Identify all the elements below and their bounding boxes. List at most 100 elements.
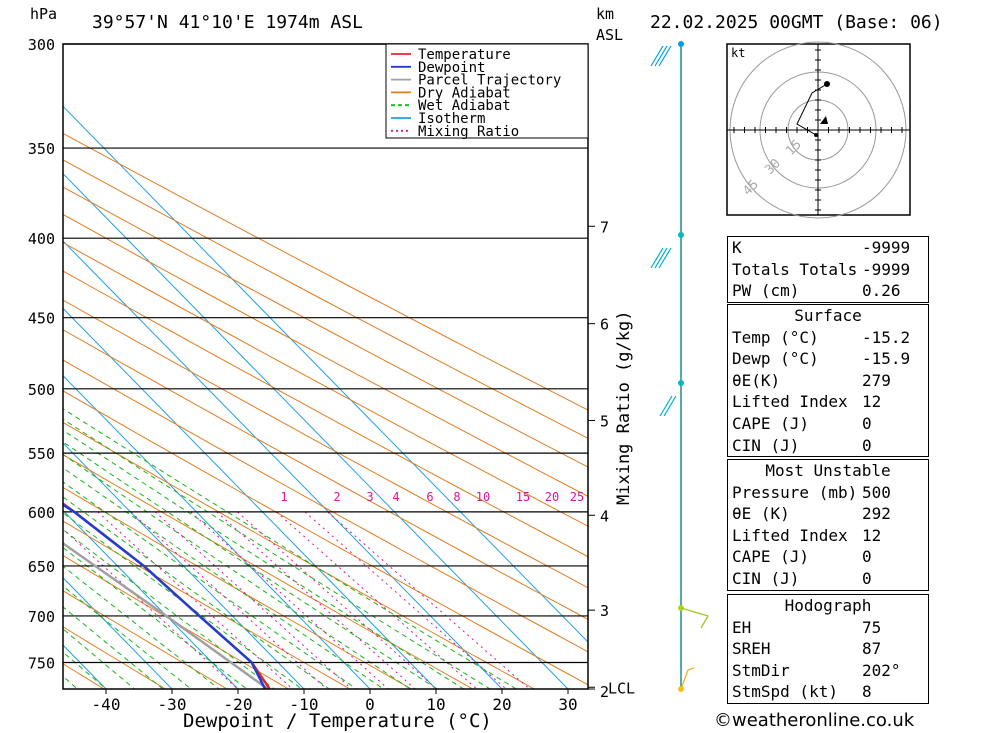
dry-adiabat-line	[63, 241, 588, 527]
km-tick-label: 4	[600, 507, 609, 525]
pressure-tick-label: 550	[28, 445, 55, 463]
dry-adiabat-line	[63, 329, 588, 620]
stmdir-label: StmDir	[732, 660, 790, 680]
wet-adiabat-line	[63, 408, 518, 689]
mu-cin-label: CIN (J)	[732, 568, 800, 588]
k-index-value: -9999	[862, 238, 911, 257]
wet-adiabat-line	[63, 606, 164, 689]
asl-label: ASL	[596, 26, 624, 44]
mu-cape-label: CAPE (J)	[732, 547, 810, 567]
mu-cape-row: CAPE (J) 0	[728, 546, 928, 568]
plot-frame	[62, 43, 589, 690]
km-tick-label: 5	[600, 412, 609, 430]
surface-cape-value: 0	[862, 413, 872, 433]
surface-dewp-row: Dewp (°C) -15.9	[728, 348, 928, 370]
wind-barb	[663, 395, 677, 417]
wind-barb	[680, 667, 695, 690]
mu-thetae-label: θE (K)	[732, 504, 790, 524]
mixing-ratio-label: 1	[280, 490, 287, 504]
pressure-tick-label: 700	[28, 608, 55, 626]
pressure-tick-label: 350	[28, 140, 55, 158]
wind-barb	[654, 45, 668, 67]
surface-dewp-label: Dewp (°C)	[732, 349, 819, 369]
isotherm-line	[63, 105, 588, 643]
surface-temp-row: Temp (°C) -15.2	[728, 327, 928, 349]
stmspd-label: StmSpd (kt)	[732, 682, 838, 702]
hodograph-table-title: Hodograph	[784, 596, 872, 615]
surface-cape-row: CAPE (J) 0	[728, 413, 928, 435]
k-index-row: K -9999	[728, 237, 928, 259]
surface-title: Surface	[794, 306, 862, 325]
mixing-ratio-line	[327, 511, 531, 689]
location-title: 39°57'N 41°10'E 1974m ASL	[92, 12, 363, 33]
dry-adiabat-line	[63, 520, 351, 689]
mixing-ratio-line	[97, 511, 294, 689]
isotherm-line	[63, 644, 107, 689]
hodograph-trace	[796, 83, 828, 136]
wet-adiabat-line	[63, 429, 465, 689]
wet-adiabat-line	[63, 441, 439, 689]
km-tick-label: LCL	[608, 679, 635, 697]
wet-adiabat-line	[63, 481, 358, 689]
surface-temp-label: Temp (°C)	[732, 327, 819, 347]
wind-level-dot	[678, 232, 684, 238]
legend-box	[385, 43, 589, 139]
datetime-title: 22.02.2025 00GMT (Base: 06)	[650, 12, 943, 33]
k-index-label: K	[732, 238, 742, 257]
wet-adiabat-line	[63, 585, 192, 689]
surface-table: Surface Temp (°C) -15.2 Dewp (°C) -15.9 θE…	[727, 304, 929, 458]
storm-motion-marker	[820, 116, 828, 124]
mixing-ratio-label: 3	[366, 490, 373, 504]
wind-barb	[654, 247, 668, 269]
pw-label: PW (cm)	[732, 281, 800, 301]
wet-adiabat-line	[63, 467, 385, 689]
copyright-link[interactable]: ©weatheronline.co.uk	[714, 710, 915, 731]
mixing-ratio-label: 4	[392, 490, 399, 504]
hodograph-unit-label: kt	[731, 46, 745, 60]
hodograph-table: Hodograph EH 75 SREH 87 StmDir 202° StmSpd …	[727, 594, 929, 704]
legend-label: Mixing Ratio	[418, 124, 519, 140]
wind-barb	[658, 247, 672, 269]
legend-label: Temperature	[418, 47, 511, 63]
km-tick-label: 7	[600, 218, 609, 236]
dry-adiabat-line	[63, 132, 588, 411]
dry-adiabat-line	[63, 390, 588, 686]
mu-cin-value: 0	[862, 568, 872, 588]
surface-cin-label: CIN (J)	[732, 435, 800, 455]
dry-adiabat-line	[63, 663, 105, 689]
surface-li-value: 12	[862, 392, 882, 412]
km-tick-label: 6	[600, 316, 609, 334]
wet-adiabat-line	[63, 651, 107, 689]
stmspd-row: StmSpd (kt) 8	[728, 681, 928, 703]
isotherm-line	[63, 442, 305, 689]
hodograph-end-dot	[824, 81, 830, 87]
mu-cape-value: 0	[862, 547, 872, 567]
sreh-value: 87	[862, 639, 882, 659]
mixing-ratio-line	[130, 511, 328, 689]
pressure-tick-label: 600	[28, 504, 55, 522]
mixing-ratio-line	[237, 511, 438, 689]
x-tick-label: 20	[492, 695, 511, 714]
surface-dewp-value: -15.9	[862, 349, 911, 369]
mixing-ratio-label: 8	[453, 490, 460, 504]
dewpoint-line	[63, 503, 267, 689]
km-tick-label: 2	[600, 683, 609, 701]
wind-level-dot	[678, 380, 684, 386]
surface-temp-value: -15.2	[862, 327, 911, 347]
x-tick-label: -40	[92, 695, 121, 714]
pw-row: PW (cm) 0.26	[728, 280, 928, 302]
wet-adiabat-line	[63, 418, 492, 689]
wind-barb	[680, 607, 709, 629]
isotherm-line	[63, 307, 437, 689]
mixing-ratio-label: 2	[333, 490, 340, 504]
mixing-ratio-line	[304, 511, 507, 689]
most-unstable-title: Most Unstable	[765, 461, 891, 480]
eh-label: EH	[732, 617, 752, 637]
mu-thetae-value: 292	[862, 504, 891, 524]
mu-li-row: Lifted Index 12	[728, 525, 928, 547]
stmspd-value: 8	[862, 682, 872, 702]
surface-cin-row: CIN (J) 0	[728, 435, 928, 457]
surface-cin-value: 0	[862, 435, 872, 455]
x-tick-label: -20	[224, 695, 253, 714]
